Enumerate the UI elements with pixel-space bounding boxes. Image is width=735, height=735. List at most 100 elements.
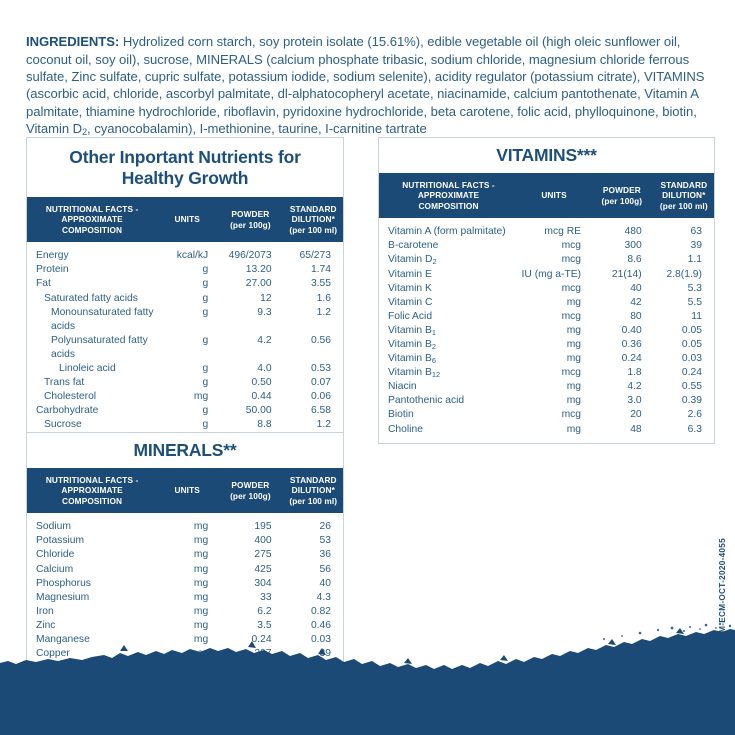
column-header-standard-dilution: STANDARD DILUTION* (per 100 ml)	[289, 204, 338, 235]
row-units: mcg	[561, 409, 582, 421]
row-dilution-value: 0.05	[681, 338, 702, 350]
row-nutrient-name: Phosphorus	[36, 577, 91, 589]
column-header-powder: POWDER (per 100g)	[230, 480, 271, 501]
row-units: mcg	[561, 254, 582, 266]
row-dilution-value: 1.74	[310, 264, 331, 276]
row-powder-value: 42	[630, 296, 642, 308]
table-row: Fat g 27.00 3.55	[27, 277, 343, 291]
row-powder-value: 4.2	[257, 334, 272, 346]
table-body: Vitamin A (form palmitate) mcg RE 480 63 B-c…	[379, 218, 714, 442]
row-powder-value: 0.50	[251, 377, 272, 389]
row-nutrient-name: Sodium	[36, 521, 71, 533]
row-nutrient-name: Potassium	[36, 535, 85, 547]
row-powder-value: 304	[254, 577, 272, 589]
ingredients-paragraph: INGREDIENTS: Hydrolized corn starch, soy…	[26, 33, 722, 139]
table-row: Copper mcg 297 39	[27, 647, 343, 661]
row-units: mcg	[188, 676, 209, 688]
row-powder-value: 275	[254, 549, 272, 561]
row-powder-value: 50.00	[245, 405, 272, 417]
row-powder-value: 195	[254, 521, 272, 533]
row-powder-value: 496/2073	[228, 250, 272, 262]
row-nutrient-name: Protein	[36, 264, 69, 276]
table-body: Sodium mg 195 26 Potassium mg 400 53 Chloride mg 2…	[27, 513, 343, 695]
row-dilution-value: 6.3	[687, 423, 702, 435]
row-dilution-value: 0.03	[681, 353, 702, 365]
row-dilution-value: 2.6	[687, 409, 702, 421]
row-powder-value: 0.40	[621, 324, 642, 336]
table-row: Carbohydrate g 50.00 6.58	[27, 404, 343, 418]
row-units: mcg RE	[544, 226, 582, 238]
row-nutrient-name: Vitamin D2	[388, 254, 437, 267]
row-dilution-value: 0.39	[681, 395, 702, 407]
row-powder-value: 8.6	[627, 254, 642, 266]
table-row: Energy kcal/kJ 496/2073 65/273	[27, 249, 343, 263]
column-header-units: UNITS	[174, 485, 200, 496]
table-row: Potassium mg 400 53	[27, 534, 343, 548]
table-row: Iodine mcg 61 8.0	[27, 661, 343, 675]
row-nutrient-name: Vitamin B6	[388, 353, 437, 366]
row-dilution-value: 26	[319, 521, 331, 533]
row-dilution-value: 0.05	[681, 324, 702, 336]
row-nutrient-name: Linoleic acid	[59, 362, 116, 374]
row-dilution-value: 1.8	[316, 676, 331, 688]
row-dilution-value: 39	[690, 240, 702, 252]
row-units: mg	[193, 563, 209, 575]
table-row: Phosphorus mg 304 40	[27, 577, 343, 591]
row-nutrient-name: Selenium	[36, 676, 79, 688]
row-units: g	[202, 264, 209, 276]
row-powder-value: 9.3	[257, 306, 272, 318]
table-row: Monounsaturated fatty acids g 9.3 1.2	[27, 306, 343, 334]
row-units: mcg	[561, 310, 582, 322]
row-nutrient-name: Chloride	[36, 549, 75, 561]
row-nutrient-name: B-carotene	[388, 240, 439, 252]
table-row: Folic Acid mcg 80 11	[379, 310, 714, 324]
column-header-standard-dilution: STANDARD DILUTION* (per 100 ml)	[289, 475, 338, 506]
row-units: mcg	[188, 662, 209, 674]
row-dilution-value: 0.06	[310, 391, 331, 403]
row-nutrient-name: Copper	[36, 648, 70, 660]
row-powder-value: 13.20	[245, 264, 272, 276]
row-units: g	[202, 278, 209, 290]
row-units: mg	[193, 549, 209, 561]
panel-title-vitamins: VITAMINS***	[496, 145, 597, 165]
row-nutrient-name: Vitamin B12	[388, 367, 441, 380]
column-header-units: UNITS	[541, 190, 567, 201]
row-dilution-value: 5.5	[687, 296, 702, 308]
row-units: mg	[566, 296, 582, 308]
row-dilution-value: 40	[319, 577, 331, 589]
ingredients-body-part2: , cyanocobalamin), I-methionine, taurine…	[87, 121, 427, 137]
table-header-row: NUTRITIONAL FACTS - APPROXIMATE COMPOSITIO…	[379, 173, 714, 219]
row-nutrient-name: Iodine	[36, 662, 65, 674]
row-dilution-value: 2.8(1.9)	[666, 268, 702, 280]
row-units: mcg	[561, 282, 582, 294]
row-powder-value: 0.44	[251, 391, 272, 403]
ingredients-label: INGREDIENTS:	[26, 34, 120, 50]
row-units: g	[202, 377, 209, 389]
row-nutrient-name: Vitamin E	[388, 268, 432, 280]
row-units: mg	[193, 521, 209, 533]
row-units: mg	[193, 577, 209, 589]
table-row: Vitamin B1 mg 0.40 0.05	[379, 324, 714, 338]
table-row: Polyunsaturated fatty acids g 4.2 0.56	[27, 334, 343, 362]
row-nutrient-name: Zinc	[36, 619, 56, 631]
row-powder-value: 6.2	[257, 605, 272, 617]
row-dilution-value: 53	[319, 535, 331, 547]
row-nutrient-name: Fat	[36, 278, 51, 290]
table-row: Vitamin C mg 42 5.5	[379, 296, 714, 310]
table-row: Sodium mg 195 26	[27, 520, 343, 534]
row-dilution-value: 36	[319, 549, 331, 561]
row-dilution-value: 0.07	[310, 377, 331, 389]
table-row: Vitamin D2 mcg 8.6 1.1	[379, 253, 714, 267]
row-powder-value: 3.5	[257, 619, 272, 631]
row-powder-value: 400	[254, 535, 272, 547]
row-nutrient-name: Vitamin B1	[388, 324, 437, 337]
row-units: IU (mg a-TE)	[521, 268, 582, 280]
column-header-powder: POWDER (per 100g)	[230, 209, 271, 230]
table-row: B-carotene mcg 300 39	[379, 239, 714, 253]
column-header-powder: POWDER (per 100g)	[601, 185, 643, 206]
row-units: mg	[566, 324, 582, 336]
row-units: kcal/kJ	[176, 250, 209, 262]
row-nutrient-name: Vitamin B2	[388, 338, 437, 351]
row-units: mg	[193, 535, 209, 547]
row-nutrient-name: Carbohydrate	[36, 405, 99, 417]
